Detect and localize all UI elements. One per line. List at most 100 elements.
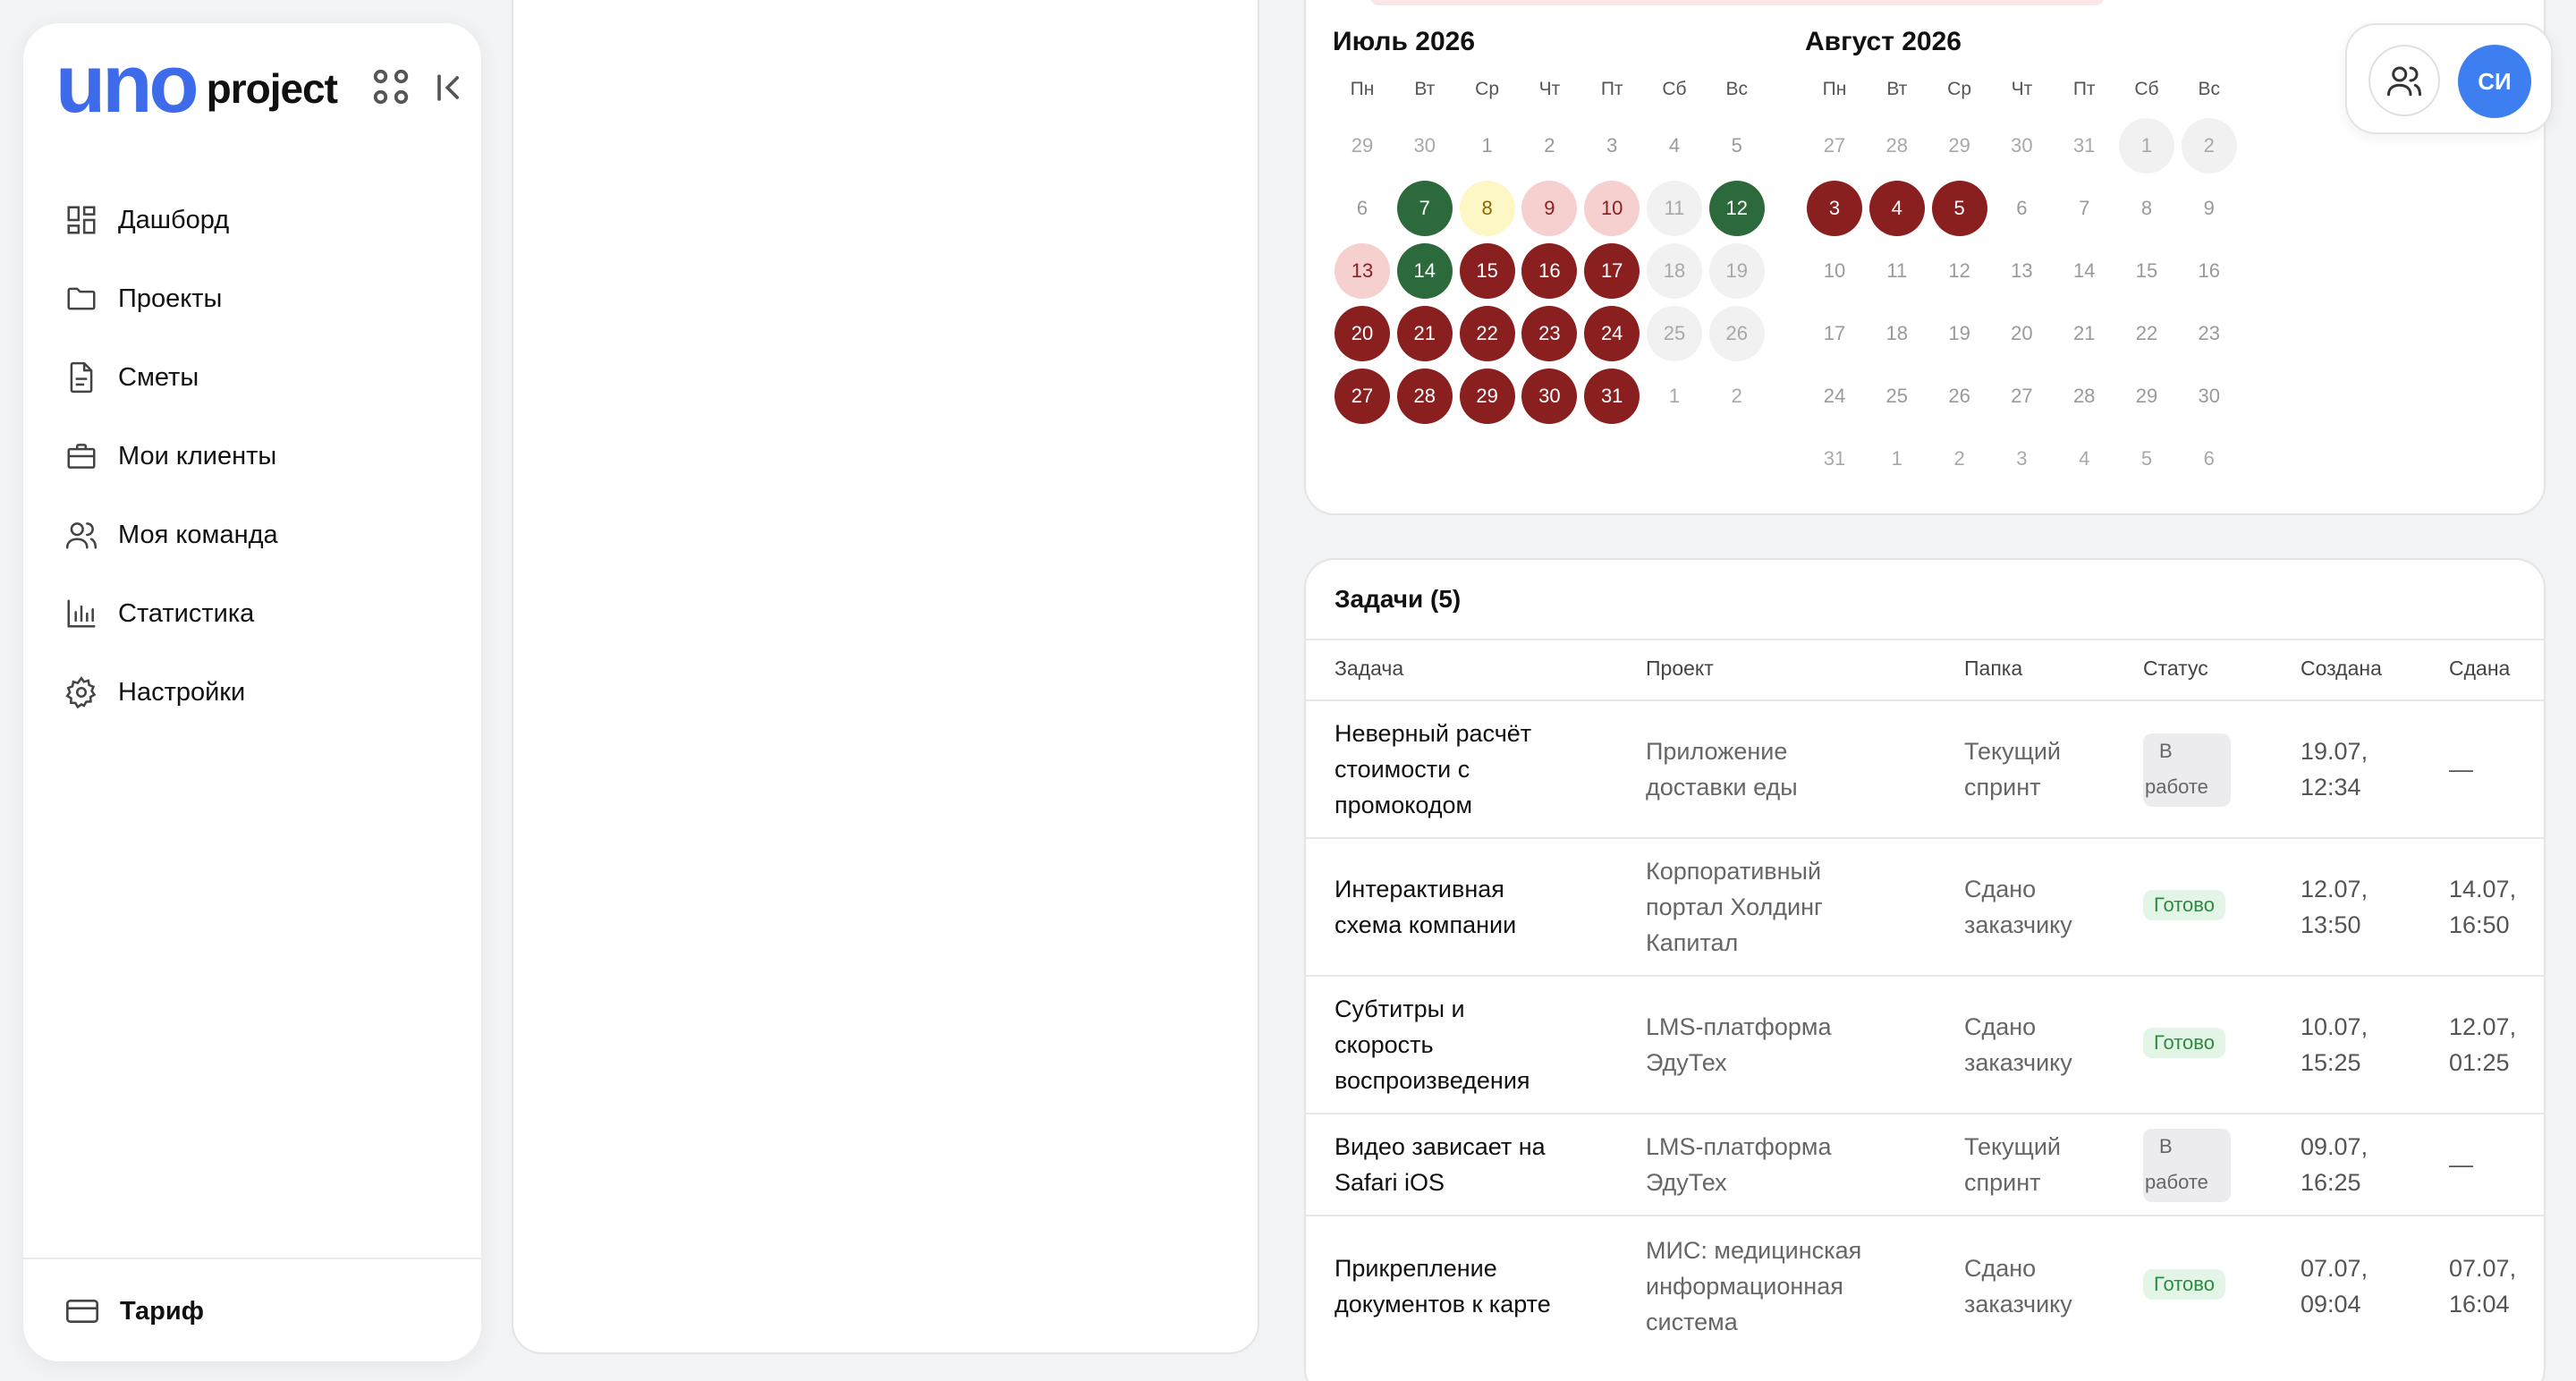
card-icon (66, 1300, 98, 1323)
calendar-day[interactable]: 4 (1668, 134, 1681, 157)
calendar-day[interactable]: 30 (2198, 385, 2221, 407)
calendar-day[interactable]: 27 (2011, 385, 2033, 407)
calendar-day[interactable]: 26 (1708, 306, 1765, 361)
calendar-day[interactable]: 4 (1868, 181, 1925, 236)
calendar-day[interactable]: 1 (2119, 118, 2174, 174)
calendar-day[interactable]: 25 (1647, 306, 1702, 361)
logo[interactable]: uno project (55, 43, 338, 129)
calendar-day[interactable]: 3 (1807, 181, 1862, 236)
calendar-day[interactable]: 30 (2011, 134, 2033, 157)
calendar-day[interactable]: 21 (1396, 306, 1453, 361)
sidebar-item-settings[interactable]: Настройки (64, 653, 458, 732)
calendar-day[interactable]: 26 (1948, 385, 1970, 407)
sidebar-item-statistics[interactable]: Статистика (64, 574, 458, 653)
calendar-day[interactable]: 29 (2135, 385, 2158, 407)
calendar-day[interactable]: 21 (2072, 322, 2096, 344)
calendar-day[interactable]: 15 (1459, 243, 1515, 299)
calendar-day[interactable]: 14 (1396, 243, 1453, 299)
calendar-day[interactable]: 1 (1668, 385, 1681, 407)
calendar-day[interactable]: 5 (2140, 447, 2153, 470)
sidebar-item-team[interactable]: Моя команда (64, 496, 458, 574)
status-badge: Готово (2143, 1028, 2225, 1058)
calendar-day[interactable]: 11 (1886, 259, 1908, 282)
calendar-day[interactable]: 20 (1335, 306, 1390, 361)
calendar-day[interactable]: 13 (2011, 259, 2033, 282)
calendar-day[interactable]: 11 (1647, 181, 1702, 236)
calendar-day[interactable]: 25 (1885, 385, 1909, 407)
calendar-day[interactable]: 7 (1396, 181, 1453, 236)
calendar-day[interactable]: 28 (2072, 385, 2096, 407)
calendar-day[interactable]: 30 (1521, 369, 1578, 424)
column-header-status[interactable]: Статус (2143, 657, 2208, 680)
calendar-day[interactable]: 15 (2135, 259, 2158, 282)
calendar-day[interactable]: 9 (1521, 181, 1578, 236)
calendar-day[interactable]: 20 (2011, 322, 2033, 344)
calendar-day[interactable]: 31 (2072, 134, 2096, 157)
calendar-day[interactable]: 10 (1584, 181, 1640, 236)
calendar-day[interactable]: 5 (1931, 181, 1987, 236)
calendar-day[interactable]: 1 (1481, 134, 1493, 157)
calendar-day[interactable]: 8 (2140, 197, 2153, 219)
dashboard-icon (67, 206, 96, 234)
column-header-folder[interactable]: Папка (1964, 657, 2023, 680)
calendar-day[interactable]: 16 (2198, 259, 2221, 282)
column-header-done[interactable]: Сдана (2449, 657, 2511, 680)
calendar-day[interactable]: 10 (1823, 259, 1846, 282)
calendar-day[interactable]: 29 (1351, 134, 1374, 157)
calendar-day[interactable]: 2 (2181, 118, 2237, 174)
column-header-created[interactable]: Создана (2301, 657, 2382, 680)
sidebar-item-projects[interactable]: Проекты (64, 259, 458, 338)
collapse-sidebar-icon[interactable] (429, 68, 469, 107)
calendar-day[interactable]: 29 (1948, 134, 1970, 157)
team-button[interactable] (2368, 45, 2440, 116)
calendar-day[interactable]: 17 (1823, 322, 1846, 344)
calendar-day[interactable]: 24 (1823, 385, 1846, 407)
calendar-day[interactable]: 31 (1584, 369, 1640, 424)
calendar-day[interactable]: 12 (1708, 181, 1765, 236)
column-header-task[interactable]: Задача (1335, 657, 1404, 680)
calendar-day[interactable]: 1 (1891, 447, 1902, 470)
calendar-day[interactable]: 14 (2072, 259, 2096, 282)
calendar-day[interactable]: 6 (2203, 447, 2215, 470)
calendar-day[interactable]: 22 (2135, 322, 2158, 344)
calendar-day[interactable]: 2 (1731, 385, 1742, 407)
calendar-day[interactable]: 17 (1584, 243, 1640, 299)
calendar-day[interactable]: 22 (1459, 306, 1515, 361)
calendar-day[interactable]: 9 (2203, 197, 2215, 219)
calendar-day[interactable]: 28 (1396, 369, 1453, 424)
calendar-day[interactable]: 5 (1731, 134, 1742, 157)
calendar-day[interactable]: 4 (2079, 447, 2090, 470)
calendar-day[interactable]: 7 (2079, 197, 2090, 219)
calendar-day[interactable]: 3 (1606, 134, 1618, 157)
calendar-day[interactable]: 23 (1521, 306, 1578, 361)
apps-grid-icon[interactable] (370, 66, 411, 107)
column-header-project[interactable]: Проект (1646, 657, 1714, 680)
sidebar-item-clients[interactable]: Мои клиенты (64, 417, 458, 496)
calendar-day[interactable]: 28 (1885, 134, 1909, 157)
calendar-day[interactable]: 13 (1335, 243, 1390, 299)
calendar-day[interactable]: 19 (1708, 243, 1765, 299)
weekday-label: Вт (1414, 79, 1436, 99)
calendar-day[interactable]: 30 (1413, 134, 1436, 157)
sidebar-item-tariff[interactable]: Тариф (64, 1275, 204, 1347)
sidebar-item-estimates[interactable]: Сметы (64, 338, 458, 417)
calendar-day[interactable]: 23 (2198, 322, 2221, 344)
calendar-day[interactable]: 31 (1823, 447, 1846, 470)
calendar-day[interactable]: 29 (1459, 369, 1515, 424)
calendar-day[interactable]: 12 (1948, 259, 1970, 282)
avatar[interactable]: СИ (2458, 45, 2531, 118)
calendar-day[interactable]: 3 (2016, 447, 2028, 470)
calendar-day[interactable]: 27 (1823, 134, 1846, 157)
calendar-day[interactable]: 6 (2016, 197, 2028, 219)
sidebar-item-dashboard[interactable]: Дашборд (64, 181, 458, 259)
calendar-day[interactable]: 6 (1356, 197, 1368, 219)
calendar-day[interactable]: 2 (1544, 134, 1555, 157)
calendar-day[interactable]: 18 (1647, 243, 1702, 299)
calendar-day[interactable]: 27 (1335, 369, 1390, 424)
calendar-day[interactable]: 18 (1885, 322, 1909, 344)
calendar-day[interactable]: 19 (1948, 322, 1970, 344)
calendar-day[interactable]: 8 (1459, 181, 1515, 236)
calendar-day[interactable]: 16 (1521, 243, 1578, 299)
calendar-day[interactable]: 2 (1953, 447, 1965, 470)
calendar-day[interactable]: 24 (1584, 306, 1640, 361)
